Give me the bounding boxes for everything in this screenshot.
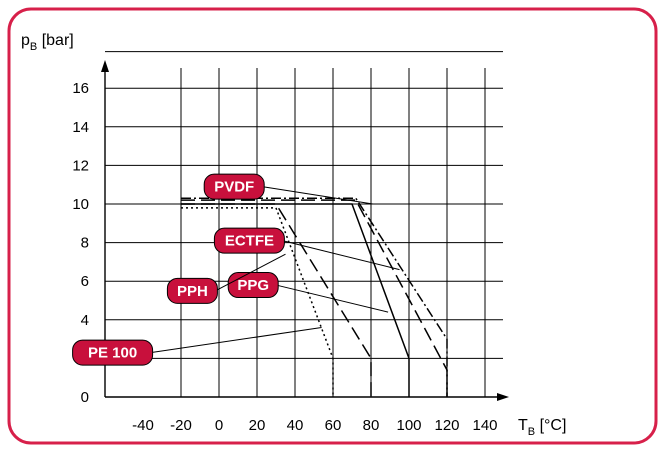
y-tick-label: 4	[81, 312, 89, 329]
x-tick-label: 20	[249, 417, 266, 434]
badge-text-pph: PPH	[177, 283, 208, 300]
x-tick-label: 80	[363, 417, 380, 434]
y-tick-label: 14	[72, 119, 89, 136]
y-axis-title: pB [bar]	[21, 32, 74, 53]
series-labels: PVDF ECTFE PPG PPH PE 100	[72, 173, 400, 366]
badge-text-pvdf: PVDF	[214, 179, 254, 196]
series-line-ectfe	[181, 197, 448, 397]
x-tick-label: 0	[215, 417, 223, 434]
y-tick-label: 8	[81, 235, 89, 252]
x-tick-labels: -40 -20 0 20 40 60 80 100 120 140	[132, 417, 497, 434]
badge-pvdf	[203, 173, 265, 200]
x-axis-arrow	[497, 393, 509, 401]
x-tick-label: 120	[434, 417, 459, 434]
label-leader-pvdf	[262, 186, 373, 205]
badge-text-ectfe: ECTFE	[225, 233, 274, 250]
y-tick-label: 10	[72, 196, 89, 213]
badge-pph	[166, 277, 218, 304]
x-tick-label: 40	[287, 417, 304, 434]
x-tick-label: 100	[396, 417, 421, 434]
label-leader-pe-100	[150, 327, 322, 354]
x-tick-label: -20	[170, 417, 192, 434]
label-leader-ppg	[276, 284, 389, 313]
x-tick-label: -40	[132, 417, 154, 434]
x-tick-label: 60	[325, 417, 342, 434]
badge-text-ppg: PPG	[237, 277, 269, 294]
y-tick-label: 6	[81, 273, 89, 290]
series-line-pe-100	[181, 207, 334, 397]
badge-pe-100	[72, 339, 154, 366]
y-tick-label: 0	[81, 389, 89, 406]
x-tick-label: 140	[472, 417, 497, 434]
x-axis-title: TB [°C]	[518, 417, 566, 438]
y-axis-arrow	[101, 60, 109, 72]
label-leader-ectfe	[282, 240, 400, 271]
y-tick-label: 16	[72, 80, 89, 97]
series-line-ppg	[181, 203, 410, 397]
y-tick-label: 12	[72, 157, 89, 174]
series-lines	[181, 197, 448, 397]
badge-ppg	[227, 272, 279, 299]
badge-ectfe	[213, 227, 285, 254]
label-leader-pph	[215, 253, 286, 292]
badge-text-pe-100: PE 100	[88, 345, 137, 362]
